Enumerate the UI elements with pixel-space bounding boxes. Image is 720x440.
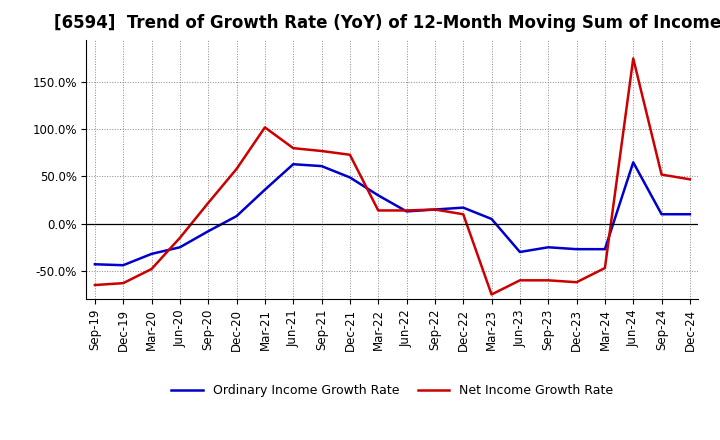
Ordinary Income Growth Rate bbox=[516, 249, 524, 255]
Ordinary Income Growth Rate bbox=[402, 209, 411, 214]
Ordinary Income Growth Rate bbox=[431, 207, 439, 212]
Ordinary Income Growth Rate bbox=[318, 163, 326, 169]
Net Income Growth Rate bbox=[261, 125, 269, 130]
Net Income Growth Rate bbox=[204, 200, 212, 205]
Ordinary Income Growth Rate bbox=[346, 175, 354, 180]
Net Income Growth Rate bbox=[431, 207, 439, 212]
Ordinary Income Growth Rate bbox=[204, 229, 212, 234]
Net Income Growth Rate bbox=[91, 282, 99, 288]
Ordinary Income Growth Rate bbox=[572, 246, 581, 252]
Ordinary Income Growth Rate bbox=[261, 187, 269, 192]
Net Income Growth Rate bbox=[346, 152, 354, 158]
Ordinary Income Growth Rate bbox=[119, 263, 127, 268]
Ordinary Income Growth Rate bbox=[148, 251, 156, 257]
Net Income Growth Rate bbox=[600, 265, 609, 271]
Net Income Growth Rate bbox=[148, 266, 156, 271]
Net Income Growth Rate bbox=[374, 208, 382, 213]
Net Income Growth Rate bbox=[459, 212, 467, 217]
Ordinary Income Growth Rate bbox=[544, 245, 552, 250]
Net Income Growth Rate bbox=[487, 292, 496, 297]
Net Income Growth Rate bbox=[572, 279, 581, 285]
Ordinary Income Growth Rate bbox=[459, 205, 467, 210]
Title: [6594]  Trend of Growth Rate (YoY) of 12-Month Moving Sum of Incomes: [6594] Trend of Growth Rate (YoY) of 12-… bbox=[54, 15, 720, 33]
Ordinary Income Growth Rate bbox=[374, 193, 382, 198]
Net Income Growth Rate bbox=[629, 56, 637, 61]
Legend: Ordinary Income Growth Rate, Net Income Growth Rate: Ordinary Income Growth Rate, Net Income … bbox=[166, 379, 618, 402]
Line: Net Income Growth Rate: Net Income Growth Rate bbox=[95, 59, 690, 294]
Net Income Growth Rate bbox=[402, 208, 411, 213]
Net Income Growth Rate bbox=[289, 146, 297, 151]
Ordinary Income Growth Rate bbox=[289, 161, 297, 167]
Ordinary Income Growth Rate bbox=[233, 213, 241, 219]
Net Income Growth Rate bbox=[516, 278, 524, 283]
Net Income Growth Rate bbox=[318, 148, 326, 154]
Line: Ordinary Income Growth Rate: Ordinary Income Growth Rate bbox=[95, 162, 690, 265]
Ordinary Income Growth Rate bbox=[91, 262, 99, 267]
Ordinary Income Growth Rate bbox=[629, 160, 637, 165]
Ordinary Income Growth Rate bbox=[685, 212, 694, 217]
Ordinary Income Growth Rate bbox=[176, 245, 184, 250]
Net Income Growth Rate bbox=[657, 172, 666, 177]
Net Income Growth Rate bbox=[685, 177, 694, 182]
Ordinary Income Growth Rate bbox=[600, 246, 609, 252]
Net Income Growth Rate bbox=[544, 278, 552, 283]
Net Income Growth Rate bbox=[119, 281, 127, 286]
Net Income Growth Rate bbox=[176, 235, 184, 241]
Ordinary Income Growth Rate bbox=[657, 212, 666, 217]
Net Income Growth Rate bbox=[233, 166, 241, 172]
Ordinary Income Growth Rate bbox=[487, 216, 496, 222]
